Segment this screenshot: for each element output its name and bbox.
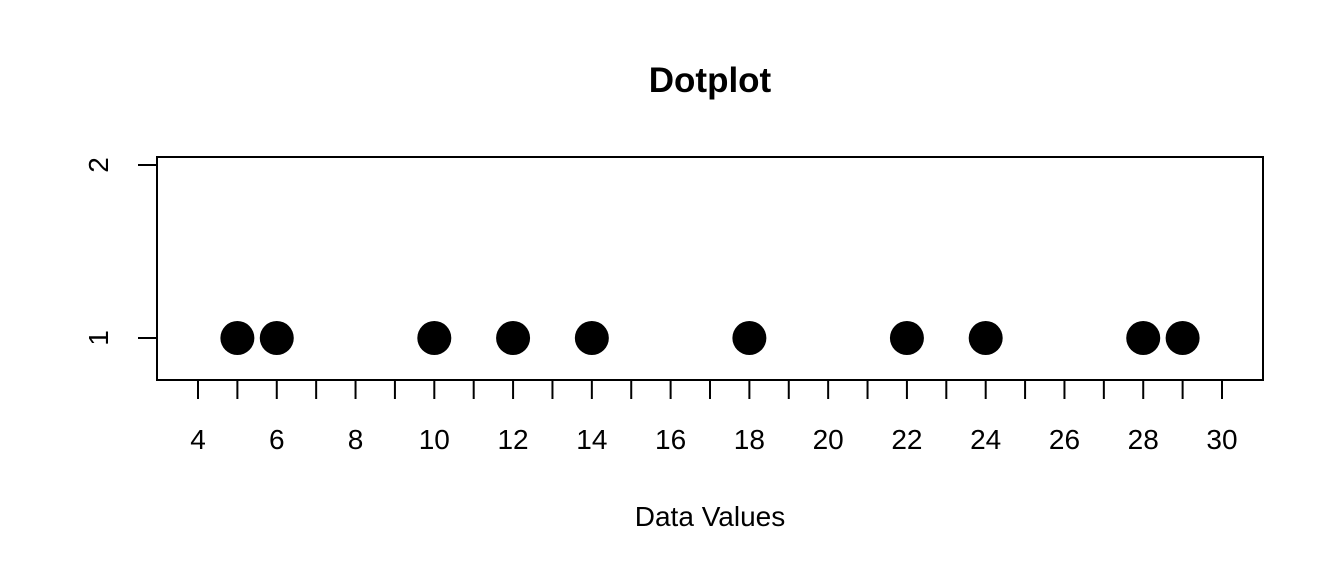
- x-tick-label: 14: [576, 424, 607, 455]
- x-tick-label: 8: [348, 424, 364, 455]
- plot-area-border: [156, 156, 1264, 381]
- x-tick-label: 16: [655, 424, 686, 455]
- data-point: [259, 321, 294, 355]
- x-axis-label: Data Values: [635, 501, 785, 532]
- y-tick-label: 2: [83, 157, 114, 173]
- x-tick-label: 10: [419, 424, 450, 455]
- data-point: [889, 321, 924, 355]
- chart-title: Dotplot: [649, 61, 772, 100]
- data-point: [1165, 321, 1200, 355]
- data-points: [220, 321, 1200, 355]
- x-tick-label: 4: [190, 424, 206, 455]
- x-tick-label: 20: [813, 424, 844, 455]
- data-point: [1126, 321, 1161, 355]
- x-axis: 4 6 8 10 12 14 16 18 20 22 24 26 28 30: [190, 379, 1238, 455]
- y-axis: 12: [83, 157, 158, 346]
- data-point: [417, 321, 452, 355]
- x-tick-label: 22: [891, 424, 922, 455]
- x-tick-label: 28: [1128, 424, 1159, 455]
- x-tick-label: 6: [269, 424, 285, 455]
- data-point: [968, 321, 1003, 355]
- x-tick-label: 12: [497, 424, 528, 455]
- x-tick-label: 24: [970, 424, 1001, 455]
- data-point: [496, 321, 531, 355]
- data-point: [732, 321, 767, 355]
- x-tick-label: 18: [734, 424, 765, 455]
- data-point: [574, 321, 609, 355]
- x-tick-label: 30: [1206, 424, 1237, 455]
- x-tick-label: 26: [1049, 424, 1080, 455]
- y-tick-label: 1: [83, 330, 114, 346]
- data-point: [220, 321, 255, 355]
